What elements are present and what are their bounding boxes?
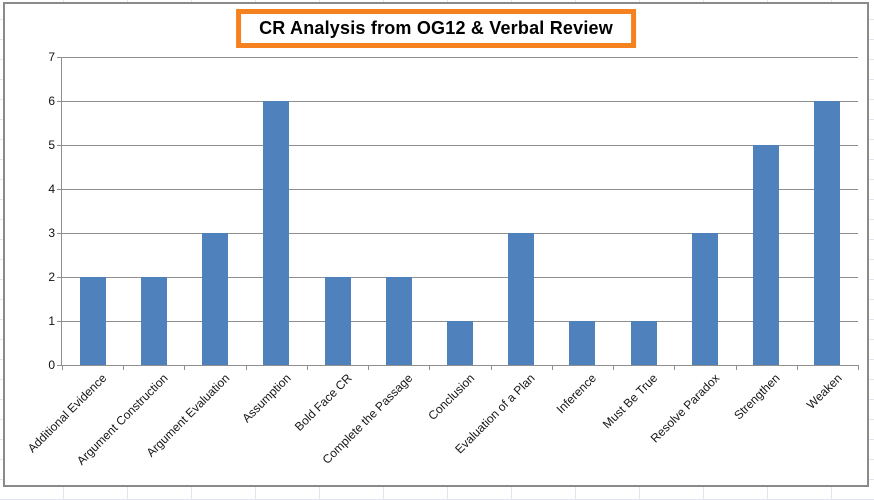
x-axis-category-label-text: Strengthen xyxy=(731,371,784,423)
bar xyxy=(753,145,780,365)
y-axis-tick-label: 3 xyxy=(48,226,55,240)
y-axis-tick-label: 4 xyxy=(48,182,55,196)
x-axis-tick xyxy=(858,365,859,370)
chart-title-box: CR Analysis from OG12 & Verbal Review xyxy=(236,9,636,48)
bar xyxy=(691,233,718,365)
gridline xyxy=(62,189,858,190)
y-axis-tick xyxy=(57,57,62,58)
x-axis-tick xyxy=(245,365,247,370)
x-axis-category-label-text: Bold Face CR xyxy=(291,371,355,434)
x-axis-tick xyxy=(674,365,676,370)
y-axis-tick-label: 7 xyxy=(48,50,55,64)
y-axis-tick xyxy=(57,233,62,234)
gridline xyxy=(62,277,858,278)
x-axis-tick xyxy=(735,365,737,370)
y-axis-tick-label: 1 xyxy=(48,314,55,328)
y-axis-tick xyxy=(57,277,62,278)
x-axis-category-label-text: Must Be True xyxy=(600,371,661,432)
x-axis-tick xyxy=(551,365,553,370)
bar xyxy=(447,321,473,365)
bar xyxy=(508,233,535,365)
x-axis-tick xyxy=(123,365,125,370)
bar xyxy=(324,277,351,365)
bar xyxy=(79,277,106,365)
chart-title: CR Analysis from OG12 & Verbal Review xyxy=(259,18,613,38)
y-axis-tick-label: 0 xyxy=(48,358,55,372)
y-axis-tick-label: 2 xyxy=(48,270,55,284)
x-axis-line xyxy=(61,365,858,366)
bar xyxy=(385,277,412,365)
bar xyxy=(569,321,596,365)
x-axis-category-label-text: Inference xyxy=(554,371,600,417)
y-axis-tick-label: 5 xyxy=(48,138,55,152)
bar xyxy=(630,321,657,365)
chart-frame: CR Analysis from OG12 & Verbal Review 0 1… xyxy=(3,2,869,487)
y-axis-tick xyxy=(57,321,62,322)
bar xyxy=(140,277,167,365)
gridline xyxy=(62,57,858,58)
y-axis-line xyxy=(61,57,62,365)
x-axis-tick xyxy=(184,365,186,370)
x-axis-tick xyxy=(368,365,370,370)
x-axis-tick xyxy=(613,365,615,370)
x-axis-category-label-text: Conclusion xyxy=(425,371,477,423)
y-axis-tick xyxy=(57,189,62,190)
x-axis-tick xyxy=(796,365,798,370)
y-axis-tick-label: 6 xyxy=(48,94,55,108)
bar xyxy=(202,233,229,365)
y-axis-tick xyxy=(57,145,62,146)
bar xyxy=(814,101,841,365)
gridline xyxy=(62,233,858,234)
x-axis-tick xyxy=(62,365,63,370)
x-axis-category-label-text: Weaken xyxy=(803,371,845,412)
x-axis-tick xyxy=(490,365,492,370)
x-axis-tick xyxy=(429,365,431,370)
y-axis-tick xyxy=(57,101,62,102)
gridline xyxy=(62,101,858,102)
plot-area xyxy=(61,57,858,366)
y-axis-tick xyxy=(57,365,62,366)
x-axis-tick xyxy=(306,365,308,370)
gridline xyxy=(62,145,858,146)
x-axis-category-label-text: Assumption xyxy=(238,371,294,426)
bar xyxy=(263,101,290,365)
